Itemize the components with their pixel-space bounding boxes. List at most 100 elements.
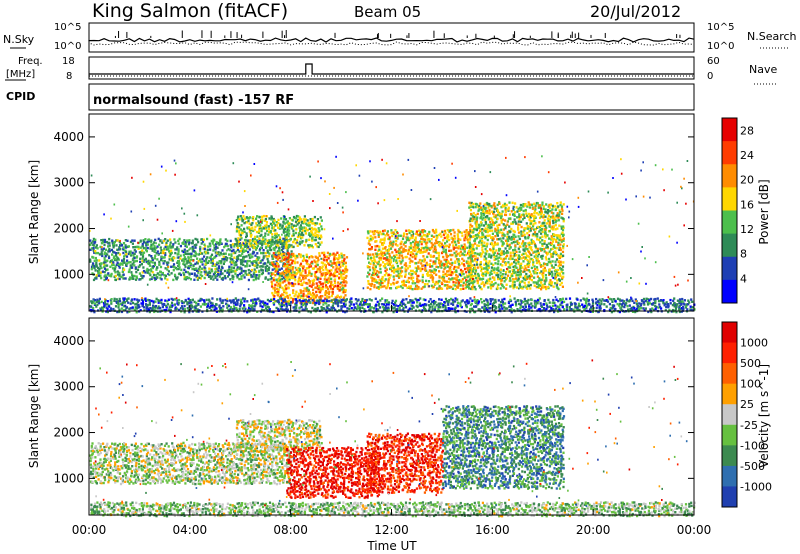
echo-cell [316,263,319,267]
echo-cell [459,284,462,287]
echo-cell [187,259,190,262]
echo-cell [290,284,294,287]
echo-cell [220,260,223,263]
echo-cell [188,272,191,275]
echo-cell [245,216,248,219]
echo-cell [183,263,186,266]
echo-cell [501,210,504,213]
echo-cell [507,235,511,239]
echo-cell [468,262,471,265]
echo-cell [326,278,329,281]
echo-cell [391,234,394,238]
echo-cell [193,254,196,257]
echo-cell [344,303,347,306]
echo-cell [370,284,373,287]
echo-cell [190,258,193,261]
echo-cell [288,283,291,286]
echo-cell [529,283,532,287]
echo-cell [206,248,209,252]
echo-cell [267,233,270,236]
echo-cell [341,277,344,281]
echo-cell [523,233,526,236]
echo-cell [374,260,377,263]
echo-cell [420,287,423,290]
echo-cell [502,257,506,261]
echo-cell [176,299,179,302]
echo-cell [111,239,114,242]
echo-cell [114,267,117,270]
echo-cell [283,240,286,243]
echo-cell [284,300,287,303]
echo-cell [318,266,321,269]
echo-cell [417,233,420,237]
echo-cell [374,236,377,239]
echo-cell [528,260,531,263]
echo-cell [305,238,308,242]
echo-cell [148,278,152,281]
echo-cell [316,245,319,248]
echo-cell [433,268,436,271]
echo-cell [317,290,320,294]
echo-cell [113,299,116,302]
echo-cell [185,276,188,279]
echo-cell [523,249,526,252]
echo-cell [418,229,421,232]
echo-cell [518,217,521,221]
echo-cell [281,281,284,284]
echo-cell [106,300,109,303]
echo-cell [289,258,292,261]
echo-cell [298,253,301,256]
echo-cell [437,266,440,269]
echo-cell [488,217,491,220]
echo-cell [355,302,358,305]
echo-cell [502,237,505,240]
echo-cell [255,222,258,225]
echo-cell [204,270,207,273]
echo-cell [463,264,466,268]
echo-cell [338,272,341,275]
echo-cell [520,257,523,260]
echo-cell [407,238,410,241]
echo-cell [116,257,120,260]
echo-cell [386,232,389,235]
echo-cell [342,262,345,265]
echo-cell [252,278,255,282]
echo-cell [500,221,503,224]
echo-cell [505,271,508,274]
echo-cell [245,234,248,237]
echo-cell [552,238,556,241]
echo-cell [366,252,369,256]
echo-cell [307,228,310,232]
echo-cell [243,304,246,307]
echo-cell [359,300,362,304]
echo-cell [455,276,458,280]
echo-cell [531,234,534,237]
echo-cell [387,281,390,284]
echo-cell [249,244,252,247]
echo-cell [374,272,377,275]
echo-cell [272,301,275,305]
echo-cell [298,221,301,224]
echo-cell [119,262,122,265]
echo-cell [277,265,280,268]
echo-cell [212,273,215,276]
echo-cell [232,270,235,273]
echo-cell [440,287,444,290]
echo-cell [234,303,237,306]
echo-cell [375,279,378,282]
echo-cell [534,228,537,231]
echo-cell [495,254,498,258]
echo-cell [248,248,251,251]
echo-cell [288,223,291,227]
echo-cell [492,245,495,248]
echo-cell [541,244,544,247]
echo-cell [559,201,562,204]
echo-cell [262,262,265,266]
echo-cell [318,302,321,306]
echo-cell [541,230,544,233]
echo-cell [107,245,110,248]
echo-cell [252,272,255,276]
echo-cell [213,308,216,312]
echo-cell [270,238,273,241]
echo-cell [559,266,562,270]
